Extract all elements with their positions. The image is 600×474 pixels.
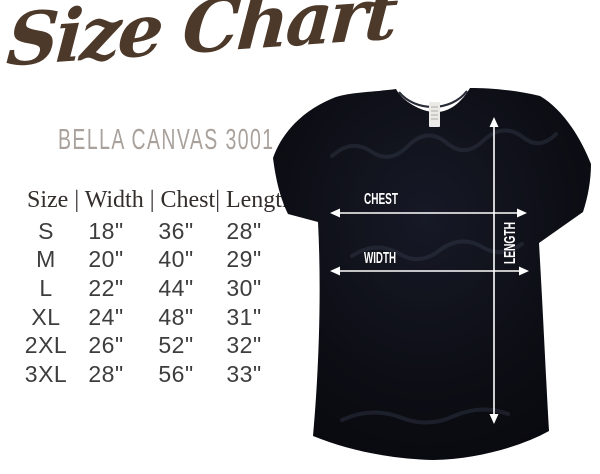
- length-cell: 31": [226, 303, 262, 330]
- chest-label: CHEST: [364, 191, 398, 208]
- chest-arrowhead-left: [330, 208, 340, 218]
- size-cell: M: [36, 246, 56, 273]
- length-cell: 33": [226, 360, 262, 387]
- width-arrowhead-right: [519, 266, 529, 276]
- width-arrowhead-left: [330, 266, 340, 276]
- tshirt-photo: [273, 88, 591, 460]
- length-label: LENGTH: [502, 222, 519, 264]
- chest-cell: 36": [158, 217, 194, 244]
- length-arrowhead-bottom: [489, 414, 499, 424]
- length-cell: 28": [226, 217, 262, 244]
- length-cell: 32": [226, 332, 262, 359]
- chest-cell: 52": [158, 332, 194, 359]
- page-title: Size Chart: [4, 0, 398, 83]
- subtitle: BELLA CANVAS 3001: [58, 124, 275, 156]
- chest-cell: 40": [158, 246, 194, 273]
- width-cell: 24": [88, 303, 124, 330]
- chest-cell: 44": [158, 274, 194, 301]
- width-cell: 22": [88, 274, 124, 301]
- size-table-header: Size | Width | Chest| Length: [27, 187, 294, 213]
- size-table: S 18" 36" 28" M 20" 40" 29" L 22" 44" 30…: [16, 217, 272, 389]
- size-cell: 2XL: [24, 332, 68, 359]
- width-cell: 28": [88, 360, 124, 387]
- width-label: WIDTH: [364, 250, 396, 267]
- width-cell: 20": [88, 246, 124, 273]
- chest-arrowhead-right: [517, 208, 527, 218]
- size-cell: L: [39, 274, 53, 301]
- chest-cell: 56": [158, 360, 194, 387]
- length-cell: 29": [226, 246, 262, 273]
- length-cell: 30": [226, 274, 262, 301]
- length-arrowhead-top: [489, 117, 499, 127]
- chest-cell: 48": [158, 303, 194, 330]
- size-cell: S: [38, 217, 54, 244]
- width-cell: 18": [88, 217, 124, 244]
- tshirt-measurement-diagram: CHEST WIDTH LENGTH: [273, 88, 591, 460]
- width-cell: 26": [88, 332, 124, 359]
- neck-tag: [429, 102, 440, 127]
- size-cell: 3XL: [24, 360, 68, 387]
- size-cell: XL: [31, 303, 61, 330]
